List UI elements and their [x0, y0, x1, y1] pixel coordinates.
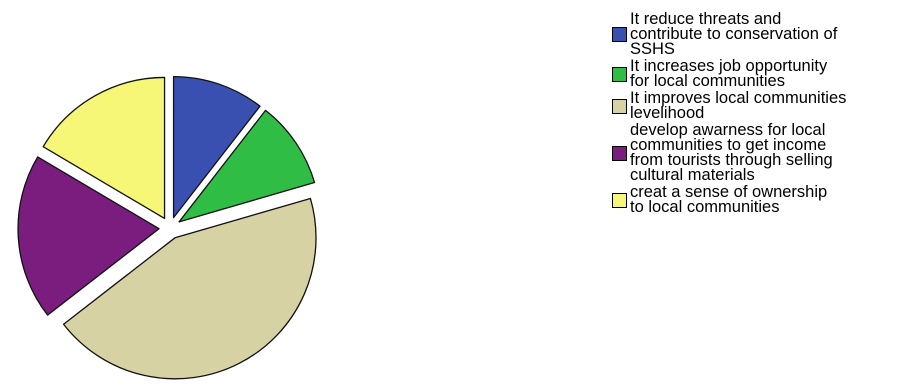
legend-swatch-4: [612, 145, 627, 161]
legend-swatch-1: [612, 27, 627, 42]
legend-label-1: It reduce threats and contribute to cons…: [630, 10, 838, 58]
legend-swatch-5: [612, 192, 627, 208]
pie-slice-5: [42, 76, 166, 220]
pie-chart: [17, 75, 317, 380]
pie-slice-1: [172, 75, 261, 219]
legend-label-2: It increases job opportunity for local c…: [630, 57, 828, 90]
pie-slice-3: [62, 197, 317, 380]
pie-slice-4: [17, 156, 160, 316]
legend-swatch-3: [612, 98, 627, 114]
legend-label-4: develop awarness for local communities t…: [630, 121, 833, 184]
legend-item-3: It improves local communities levelihood: [612, 89, 907, 122]
chart-legend: It reduce threats and contribute to cons…: [612, 10, 907, 217]
legend-item-4: develop awarness for local communities t…: [612, 121, 907, 184]
legend-label-5: creat a sense of ownership to local comm…: [630, 183, 828, 216]
legend-label-3: It improves local communities levelihood: [630, 89, 847, 122]
legend-item-1: It reduce threats and contribute to cons…: [612, 10, 907, 58]
legend-item-2: It increases job opportunity for local c…: [612, 57, 907, 90]
legend-item-5: creat a sense of ownership to local comm…: [612, 183, 907, 216]
pie-slice-2: [178, 109, 316, 223]
legend-swatch-2: [612, 66, 627, 82]
